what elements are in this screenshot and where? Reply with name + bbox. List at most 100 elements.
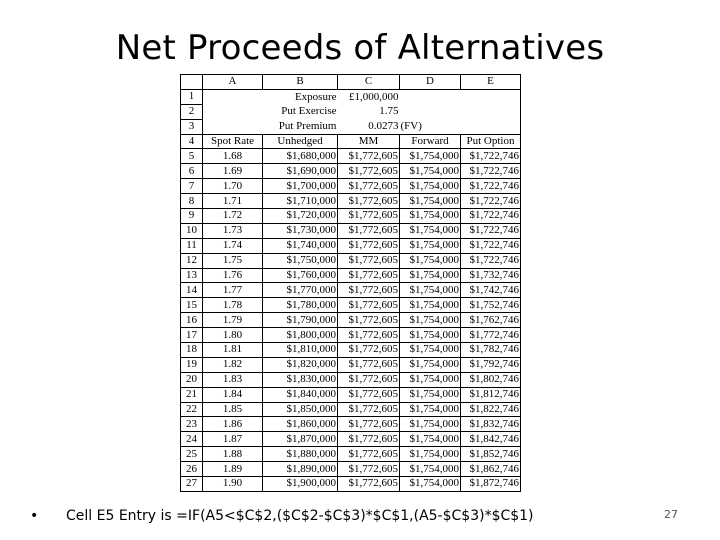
table-row: 13 1.76 $1,760,000 $1,772,605 $1,754,000 $1,7… <box>180 267 521 284</box>
table-cell: $1,800,000 <box>262 327 338 344</box>
table-cell: $1,890,000 <box>262 461 338 478</box>
param-label-exposure: Exposure <box>294 90 337 103</box>
table-cell: $1,802,746 <box>460 371 521 388</box>
header-put-option: Put Option <box>460 133 521 150</box>
row-number: 13 <box>180 267 203 284</box>
table-cell: 1.74 <box>202 237 263 254</box>
table-cell: $1,754,000 <box>399 267 461 284</box>
table-cell: $1,722,746 <box>460 148 521 165</box>
table-cell: $1,754,000 <box>399 282 461 299</box>
column-header: C <box>337 74 400 90</box>
table-cell: $1,742,746 <box>460 282 521 299</box>
cell-empty <box>460 104 521 120</box>
table-cell: $1,722,746 <box>460 163 521 180</box>
table-cell: $1,752,746 <box>460 297 521 314</box>
column-header: B <box>262 74 338 90</box>
table-cell: $1,870,000 <box>262 431 338 448</box>
table-cell: $1,872,746 <box>460 476 521 492</box>
row-number: 19 <box>180 356 203 373</box>
table-cell: $1,772,605 <box>337 431 400 448</box>
row-number: 24 <box>180 431 203 448</box>
table-row: 12 1.75 $1,750,000 $1,772,605 $1,754,000 $1,7… <box>180 252 521 269</box>
corner-cell <box>180 74 203 90</box>
table-cell: $1,772,605 <box>337 193 400 210</box>
table-cell: $1,772,605 <box>337 356 400 373</box>
table-cell: $1,772,605 <box>337 312 400 329</box>
table-cell: 1.73 <box>202 222 263 239</box>
table-cell: $1,754,000 <box>399 163 461 180</box>
table-row: 24 1.87 $1,870,000 $1,772,605 $1,754,000 $1,8… <box>180 431 521 448</box>
header-unhedged: Unhedged <box>262 133 338 150</box>
table-row: 22 1.85 $1,850,000 $1,772,605 $1,754,000 $1,8… <box>180 401 521 418</box>
table-cell: $1,754,000 <box>399 371 461 388</box>
cell-empty <box>202 119 263 135</box>
table-cell: 1.88 <box>202 446 263 463</box>
table-cell: $1,722,746 <box>460 222 521 239</box>
row-number: 21 <box>180 386 203 403</box>
table-cell: $1,860,000 <box>262 416 338 433</box>
table-cell: $1,754,000 <box>399 208 461 224</box>
row-number: 15 <box>180 297 203 314</box>
table-row: 15 1.78 $1,780,000 $1,772,605 $1,754,000 $1,7… <box>180 297 521 314</box>
table-cell: $1,710,000 <box>262 193 338 210</box>
table-cell: $1,754,000 <box>399 401 461 418</box>
column-header: E <box>460 74 521 90</box>
table-cell: $1,722,746 <box>460 237 521 254</box>
table-cell: $1,772,605 <box>337 386 400 403</box>
row-number: 25 <box>180 446 203 463</box>
table-cell: $1,754,000 <box>399 356 461 373</box>
table-cell: $1,772,605 <box>337 252 400 269</box>
table-cell: $1,754,000 <box>399 416 461 433</box>
row-number: 2 <box>180 103 203 120</box>
table-row: 20 1.83 $1,830,000 $1,772,605 $1,754,000 $1,8… <box>180 371 521 388</box>
table-cell: $1,772,605 <box>337 208 400 224</box>
param-note-fv: (FV) <box>400 119 422 132</box>
row-number: 18 <box>180 342 203 358</box>
column-header-row: A B C D E <box>180 74 521 90</box>
table-cell: 1.79 <box>202 312 263 329</box>
table-cell: $1,772,605 <box>337 327 400 344</box>
table-cell: $1,772,746 <box>460 327 521 344</box>
row-number: 8 <box>180 193 203 210</box>
table-cell: $1,772,605 <box>337 342 400 358</box>
table-cell: $1,772,605 <box>337 416 400 433</box>
cell-empty <box>202 89 263 105</box>
table-cell: 1.86 <box>202 416 263 433</box>
table-row: 17 1.80 $1,800,000 $1,772,605 $1,754,000 $1,7… <box>180 327 521 344</box>
cell-empty <box>460 119 521 135</box>
column-header: D <box>399 74 461 90</box>
table-row: 6 1.69 $1,690,000 $1,772,605 $1,754,000 $1,72… <box>180 163 521 180</box>
table-cell: $1,720,000 <box>262 208 338 224</box>
row-number: 5 <box>180 148 203 165</box>
table-cell: $1,690,000 <box>262 163 338 180</box>
table-cell: $1,772,605 <box>337 401 400 418</box>
row-number: 27 <box>180 476 203 492</box>
table-cell: 1.84 <box>202 386 263 403</box>
header-spot-rate: Spot Rate <box>202 133 263 150</box>
table-cell: $1,700,000 <box>262 178 338 195</box>
table-cell: 1.75 <box>202 252 263 269</box>
table-cell: $1,772,605 <box>337 476 400 492</box>
param-note <box>400 89 461 104</box>
table-cell: $1,850,000 <box>262 401 338 418</box>
table-cell: $1,754,000 <box>399 193 461 210</box>
table-cell: $1,754,000 <box>399 297 461 314</box>
table-cell: $1,772,605 <box>337 297 400 314</box>
cell-empty <box>460 89 521 105</box>
param-row-put-exercise: 2 Put Exercise 1.75 <box>180 103 521 120</box>
table-cell: 1.72 <box>202 208 263 224</box>
table-cell: $1,880,000 <box>262 446 338 463</box>
table-cell: $1,754,000 <box>399 461 461 478</box>
row-number: 23 <box>180 416 203 433</box>
spreadsheet-table: A B C D E 1 Exposure £1,000,000 2 Put Ex… <box>180 74 521 492</box>
table-cell: $1,842,746 <box>460 431 521 448</box>
table-cell: $1,754,000 <box>399 342 461 358</box>
table-row: 21 1.84 $1,840,000 $1,772,605 $1,754,000 $1,8… <box>180 386 521 403</box>
slide-title: Net Proceeds of Alternatives <box>115 28 605 68</box>
table-cell: $1,812,746 <box>460 386 521 403</box>
table-cell: $1,722,746 <box>460 193 521 210</box>
table-cell: 1.69 <box>202 163 263 180</box>
table-cell: $1,862,746 <box>460 461 521 478</box>
param-row-put-premium: 3 Put Premium 0.0273 (FV) <box>180 118 521 135</box>
table-cell: 1.90 <box>202 476 263 492</box>
